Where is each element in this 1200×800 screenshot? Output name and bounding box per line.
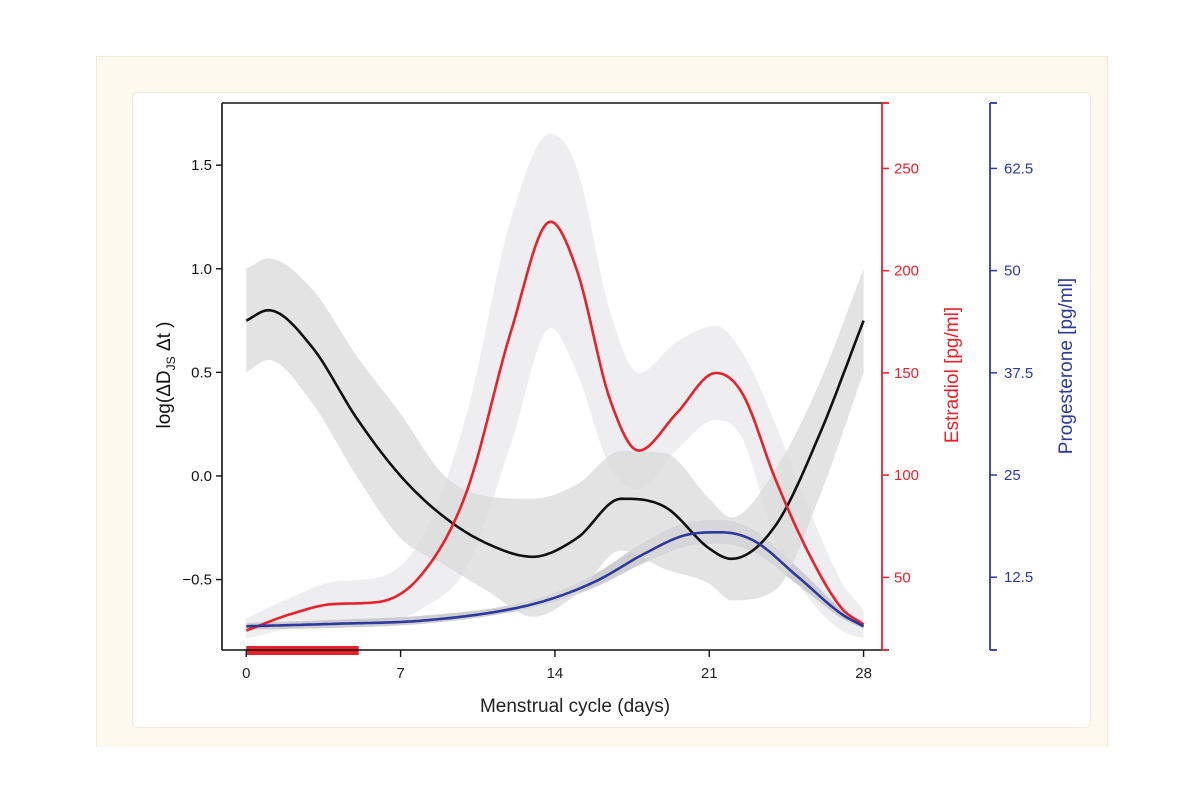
progesterone-tick-label: 50 xyxy=(1004,263,1021,280)
estradiol-axis-title: Estradiol [pg/ml] xyxy=(942,307,963,443)
estradiol-tick-label: 250 xyxy=(894,160,919,177)
left-tick-label: 0.0 xyxy=(191,468,212,485)
progesterone-tick-label: 37.5 xyxy=(1004,365,1033,382)
progesterone-tick-label: 12.5 xyxy=(1004,569,1033,586)
estradiol-tick-label: 200 xyxy=(894,263,919,280)
left-axis-title-end: Δt ) xyxy=(154,322,175,357)
x-tick-label: 21 xyxy=(701,665,718,682)
progesterone-tick-label: 25 xyxy=(1004,467,1021,484)
line-estradiol xyxy=(245,220,865,632)
confidence-bands xyxy=(246,133,864,639)
band-estradiol xyxy=(246,133,864,639)
left-axis-title-subscript: JS xyxy=(164,356,178,370)
progesterone-tick-label: 62.5 xyxy=(1004,160,1033,177)
left-tick-label: 0.5 xyxy=(191,364,212,381)
progesterone-axis-title: Progesterone [pg/ml] xyxy=(1056,278,1077,454)
left-tick-label: 1.5 xyxy=(191,157,212,174)
estradiol-tick-label: 100 xyxy=(894,467,919,484)
left-tick-label: −0.5 xyxy=(182,572,212,589)
x-axis: 0 7 14 21 28 xyxy=(222,649,882,682)
left-axis-title-main: log(ΔD xyxy=(154,370,175,428)
x-tick-label: 14 xyxy=(547,665,564,682)
progesterone-axis: 62.5 50 37.5 25 12.5 xyxy=(989,102,1033,651)
estradiol-tick-label: 50 xyxy=(894,569,911,586)
x-axis-title: Menstrual cycle (days) xyxy=(480,696,670,717)
band-left xyxy=(246,258,864,617)
estradiol-axis: 250 200 150 100 50 xyxy=(881,102,919,651)
estradiol-tick-label: 150 xyxy=(894,365,919,382)
left-axis: 1.5 1.0 0.5 0.0 −0.5 xyxy=(182,102,882,650)
x-tick-label: 0 xyxy=(242,665,250,682)
x-tick-label: 7 xyxy=(396,665,404,682)
left-axis-title: log(ΔDJS Δt ) xyxy=(154,322,178,429)
left-tick-label: 1.0 xyxy=(191,261,212,278)
x-tick-label: 28 xyxy=(855,665,872,682)
line-progesterone xyxy=(246,531,865,628)
